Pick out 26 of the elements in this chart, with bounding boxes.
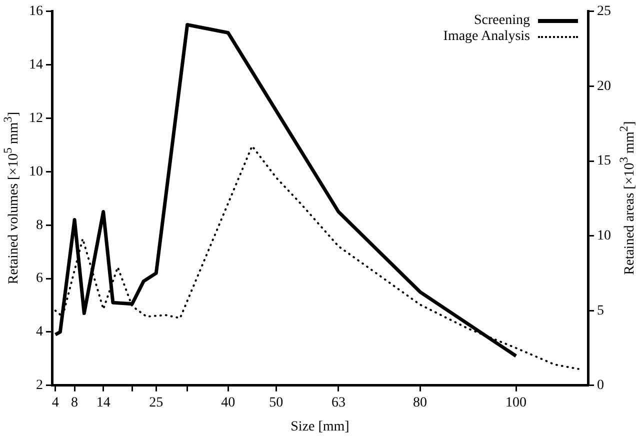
legend-label: Screening [474,13,530,30]
y2-tick-label: 25 [597,4,611,20]
x-tick-label: 80 [413,395,428,410]
y-tick-label: 4 [36,324,43,340]
x-tick-label: 50 [269,395,284,410]
y2-tick-label: 20 [597,78,611,94]
y-tick-label: 10 [29,164,43,180]
x-tick-label: 25 [149,395,164,410]
x-axis-title: Size [mm] [290,419,350,434]
y-tick-label: 8 [36,218,43,233]
y2-tick-label: 10 [597,228,611,244]
y-tick-label: 16 [29,4,43,20]
y2-tick-label: 5 [597,303,604,318]
y2-tick-label: 15 [597,154,611,169]
x-tick-label: 40 [221,395,236,410]
y-tick-label: 14 [29,58,43,72]
x-tick-label: 4 [52,395,59,410]
y-tick-label: 12 [29,110,43,126]
y-tick-label: 6 [36,271,43,286]
x-tick-label: 14 [96,395,110,410]
x-tick-label: 100 [506,395,527,410]
x-tick-label: 8 [71,395,78,410]
y-tick-label: 2 [36,378,43,394]
legend-label: Image Analysis [443,29,530,46]
y2-tick-label: 0 [597,378,604,394]
x-tick-label: 63 [331,395,346,410]
